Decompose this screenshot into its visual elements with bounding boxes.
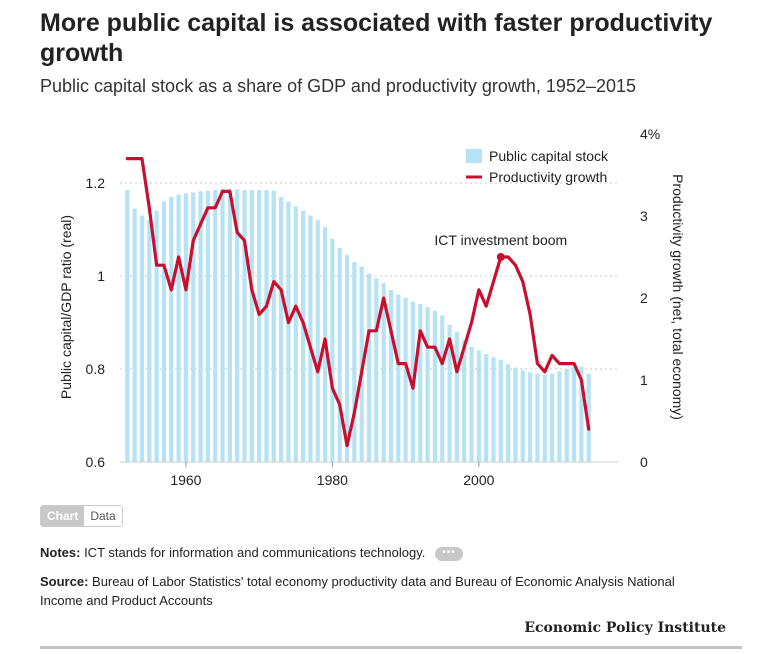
bar [586, 373, 591, 462]
bar [396, 294, 401, 462]
bar [242, 189, 247, 462]
notes-label: Notes: [40, 545, 81, 560]
more-button[interactable]: ••• [435, 546, 463, 561]
left-tick-label: 0.8 [86, 361, 106, 377]
bar [344, 255, 350, 462]
bar [571, 367, 577, 462]
bar [388, 289, 394, 462]
right-tick-label: 3 [640, 208, 648, 224]
bar [381, 282, 386, 462]
bar [330, 238, 335, 462]
bar [520, 370, 525, 462]
tab-data[interactable]: Data [84, 506, 122, 526]
bar [315, 220, 320, 462]
bar [432, 310, 438, 463]
bar [198, 191, 203, 462]
bar [557, 371, 562, 462]
bar [469, 346, 474, 462]
chart-plot: 1960 1980 2000 0.6 0.8 1 1.2 0 1 2 3 4% ICT inves… [58, 126, 686, 488]
x-tick-label: 2000 [463, 472, 494, 488]
bar [506, 364, 511, 462]
bar [484, 354, 489, 462]
right-axis-label: Productivity growth (net, total economy) [670, 174, 686, 420]
bar [476, 350, 481, 462]
bar [447, 324, 452, 462]
bar [528, 372, 533, 462]
bar [249, 189, 254, 462]
source-text: Bureau of Labor Statistics' total econom… [40, 574, 675, 608]
bar [235, 189, 240, 462]
tab-chart[interactable]: Chart [41, 506, 85, 526]
bar [154, 210, 159, 462]
bar [132, 208, 137, 462]
brand-logo: Economic Policy Institute [524, 620, 726, 636]
legend-swatch-capital [466, 149, 482, 163]
bar [205, 190, 210, 462]
chart-subtitle: Public capital stock as a share of GDP a… [40, 76, 637, 96]
bar [271, 190, 276, 462]
bar [220, 188, 225, 462]
bar [366, 273, 372, 462]
bar [542, 374, 547, 462]
bar [257, 189, 262, 462]
bar [227, 188, 232, 462]
annotation-label: ICT investment boom [434, 232, 567, 248]
bar [418, 303, 423, 462]
bar [125, 189, 130, 462]
bar [491, 357, 496, 463]
source-label: Source: [40, 574, 89, 589]
bar [564, 369, 569, 462]
bar [213, 189, 218, 462]
legend-label-capital: Public capital stock [489, 148, 609, 164]
annotation-marker [496, 253, 505, 261]
bar [183, 193, 189, 463]
right-tick-label: 2 [640, 290, 648, 306]
bar [293, 206, 298, 462]
bar [579, 366, 584, 462]
bar [169, 196, 174, 462]
x-tick-label: 1960 [170, 472, 201, 488]
bar [454, 331, 459, 462]
bar [139, 215, 145, 462]
bar [264, 189, 269, 462]
right-tick-label: 0 [640, 454, 648, 470]
bottom-divider [40, 646, 742, 649]
bar [403, 297, 408, 462]
productivity-line [125, 157, 591, 448]
notes: Notes: ICT stands for information and co… [40, 545, 463, 561]
bar [191, 192, 196, 463]
left-tick-label: 1.2 [86, 175, 106, 191]
legend: Public capital stock Productivity growth [466, 148, 609, 185]
bar [147, 220, 152, 462]
bar [462, 340, 467, 462]
chart-title: More public capital is associated with f… [40, 9, 713, 67]
x-tick-label: 1980 [317, 472, 348, 488]
bar [352, 262, 357, 462]
bar [549, 373, 555, 462]
chart-data-toggle: Chart Data [40, 505, 123, 527]
bar [535, 373, 540, 462]
left-axis-label: Public capital/GDP ratio (real) [58, 215, 74, 399]
bar [308, 215, 313, 462]
bar [176, 194, 181, 462]
bar [286, 201, 291, 462]
left-tick-label: 0.6 [86, 454, 106, 470]
right-tick-label: 4% [640, 126, 660, 142]
legend-label-productivity: Productivity growth [489, 169, 607, 185]
bar [440, 315, 445, 462]
bar [498, 359, 503, 462]
bar [374, 278, 379, 462]
bar [425, 307, 430, 462]
bar [279, 196, 284, 462]
source: Source: Bureau of Labor Statistics' tota… [40, 572, 720, 610]
bar [513, 367, 518, 462]
bar [161, 201, 167, 462]
left-tick-label: 1 [97, 268, 105, 284]
bar [337, 248, 342, 462]
bar [300, 210, 306, 462]
right-tick-label: 1 [640, 372, 648, 388]
notes-text: ICT stands for information and communica… [80, 545, 426, 560]
